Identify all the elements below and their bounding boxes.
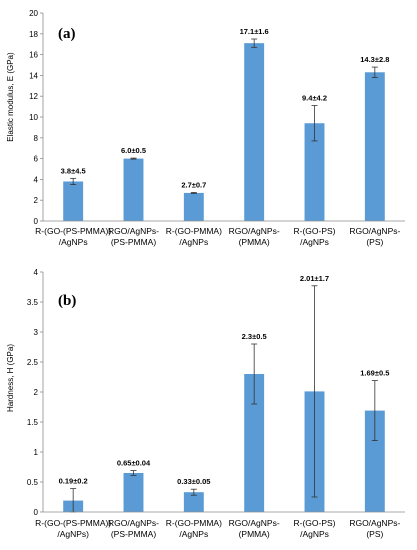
panel-b-bar (183, 492, 204, 512)
panel-b-category-label: (PS-PMMA) (111, 529, 157, 539)
panel-a-label: (a) (58, 26, 76, 42)
panel-a-y-tick-label: 10 (29, 113, 38, 122)
panel-a-category-label: RGO/AgNPs- (229, 226, 280, 236)
panel-b-data-label: 1.69±0.5 (360, 369, 389, 378)
panel-b-data-label: 2.3±0.5 (242, 332, 267, 341)
panel-b-category-label: R-(GO-PS) (293, 518, 335, 528)
panel-b-category-label: R-(GO-(PS-PMMA)) (35, 518, 111, 528)
panel-a-error-bar (130, 157, 137, 160)
panel-a-y-tick-label: 12 (29, 92, 38, 101)
panel-b-label: (b) (58, 293, 76, 309)
panel-b-data-label: 0.19±0.2 (59, 477, 88, 486)
panel-a-bar (183, 192, 204, 221)
panel-a-error-bar (70, 177, 77, 186)
panel-a-bar (304, 123, 325, 221)
panel-a-data-label: 2.7±0.7 (181, 180, 206, 189)
panel-a-category-label: RGO/AgNPs- (108, 226, 159, 236)
panel-a-error-bar (251, 38, 258, 48)
panel-a-category-label: /AgNPs (179, 237, 208, 247)
panel-a-bar (244, 43, 265, 221)
panel-b-y-tick-label: 1.5 (27, 418, 39, 427)
panel-b-y-tick-label: 2.5 (27, 358, 39, 367)
panel-a-y-axis-title: Elastic modulus, E (GPa) (6, 52, 15, 142)
panel-a-bar (63, 181, 84, 221)
panel-b-category-label: /AgNPs (179, 529, 208, 539)
panel-a-category-label: /AgNPs (59, 237, 88, 247)
panel-b-error-bar (190, 488, 197, 496)
panel-b-category-label: /AgNPs (300, 529, 329, 539)
panel-a-data-label: 6.0±0.5 (121, 146, 146, 155)
panel-a-category-label: (PS-PMMA) (111, 237, 157, 247)
panel-a-y-tick-label: 0 (34, 217, 39, 226)
panel-a-data-label: 9.4±4.2 (302, 94, 327, 103)
panel-a-bar (123, 158, 144, 221)
panel-a-y-tick-label: 18 (29, 30, 38, 39)
panel-b-error-bar (251, 343, 258, 405)
panel-a-error-bar (371, 66, 378, 78)
panel-b-error-bar (130, 470, 137, 476)
panel-b-category-label: RGO/AgNPs- (229, 518, 280, 528)
panel-a-y-tick-label: 6 (34, 155, 39, 164)
panel-b-bar (123, 473, 144, 512)
panel-b-y-tick-label: 3 (34, 328, 39, 337)
panel-b-y-tick-label: 3.5 (27, 298, 39, 307)
panel-b-error-bar (371, 380, 378, 442)
panel-b-bar (244, 374, 265, 512)
panel-b-category-label: /AgNPs) (57, 529, 89, 539)
panel-a-y-tick-label: 20 (29, 9, 38, 18)
panel-b-y-tick-label: 4 (34, 268, 39, 277)
panel-b-y-tick-label: 0.5 (27, 478, 39, 487)
panel-b-y-tick-label: 1 (34, 448, 39, 457)
panel-b-category-label: RGO/AgNPs- (349, 518, 400, 528)
panel-a-y-tick-label: 16 (29, 51, 38, 60)
panel-a-error-bar (311, 105, 318, 142)
panel-a-error-bar (190, 191, 197, 194)
panel-a-y-tick-label: 4 (34, 175, 39, 184)
panel-a-category-label: (PS) (366, 237, 383, 247)
panel-b-error-bar (311, 285, 318, 498)
panel-a-category-label: R-(GO-PS) (293, 226, 335, 236)
panel-a-category-label: R-(GO-(PS-PMMA)) (35, 226, 111, 236)
panel-b-category-label: RGO/AgNPs- (108, 518, 159, 528)
panel-a-data-label: 14.3±2.8 (360, 55, 389, 64)
panel-b-y-axis-title: Hardness, H (GPa) (6, 344, 15, 412)
panel-a-category-label: /AgNPs (300, 237, 329, 247)
panel-a-category-label: R-(GO-PMMA) (166, 226, 222, 236)
panel-b-bar (364, 410, 385, 512)
panel-b-category-label: (PS) (366, 529, 383, 539)
panel-b-category-label: R-(GO-PMMA) (166, 518, 222, 528)
panel-a-category-label: RGO/AgNPs- (349, 226, 400, 236)
panel-a-data-label: 17.1±1.6 (240, 27, 269, 36)
panel-a-y-tick-label: 2 (34, 196, 39, 205)
chart-panel-b: (b) Hardness, H (GPa) 0 0.5 1 1.5 2 2.5 3 3.5 4 0… (6, 268, 405, 539)
panel-a-y-tick-label: 14 (29, 71, 38, 80)
panel-b-data-label: 0.65±0.04 (117, 459, 151, 468)
panel-b-data-label: 2.01±1.7 (300, 274, 329, 283)
panel-b-y-tick-label: 2 (34, 388, 39, 397)
panel-b-data-label: 0.33±0.05 (177, 477, 210, 486)
panel-b-y-tick-label: 0 (34, 508, 39, 517)
panel-a-category-label: (PMMA) (239, 237, 270, 247)
panel-a-bar (364, 72, 385, 221)
panel-a-y-tick-label: 8 (34, 134, 39, 143)
panel-a-data-label: 3.8±4.5 (61, 166, 86, 175)
chart-panel-a: (a) Elastic modulus, E (GPa) 0 2 4 6 8 10 12 14… (6, 9, 405, 247)
panel-b-category-label: (PMMA) (239, 529, 270, 539)
